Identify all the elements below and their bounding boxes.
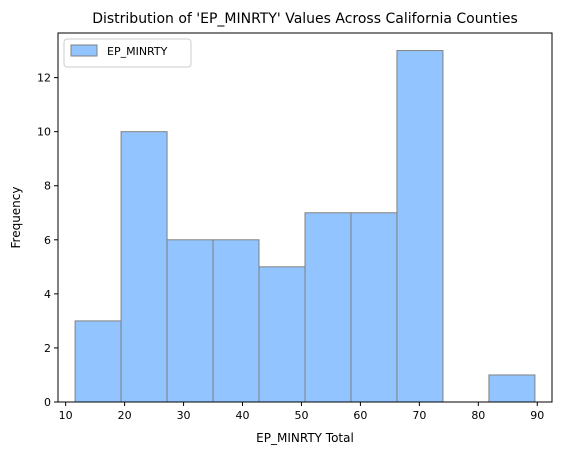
y-tick-label: 8	[44, 180, 51, 193]
y-tick-label: 0	[44, 396, 51, 409]
histogram-bar-6	[350, 212, 398, 403]
histogram-bar-9	[488, 374, 536, 403]
y-axis-label: Frequency	[9, 187, 23, 249]
x-axis-label: EP_MINRTY Total	[256, 431, 354, 445]
chart-title: Distribution of 'EP_MINRTY' Values Acros…	[92, 11, 518, 27]
histogram-bar-7	[396, 50, 444, 403]
legend-swatch	[70, 44, 98, 57]
x-tick-label: 70	[412, 409, 426, 422]
histogram-bar-1	[120, 131, 168, 403]
x-tick-label: 40	[236, 409, 250, 422]
y-tick-label: 12	[37, 72, 51, 85]
histogram-bar-2	[166, 239, 214, 403]
x-tick-label: 50	[294, 409, 308, 422]
x-tick-label: 80	[471, 409, 485, 422]
histogram-bar-5	[304, 212, 352, 403]
legend: EP_MINRTY	[63, 38, 192, 68]
y-tick-label: 6	[44, 234, 51, 247]
histogram-bar-4	[258, 266, 306, 403]
histogram-bar-0	[74, 320, 122, 403]
x-tick-label: 10	[59, 409, 73, 422]
y-axis-ticks: 0 2 4 6 8 10 12	[37, 72, 58, 409]
y-tick-label: 4	[44, 288, 51, 301]
plot-frame	[57, 32, 553, 403]
y-tick-label: 10	[37, 126, 51, 139]
legend-label: EP_MINRTY	[107, 45, 168, 58]
x-tick-label: 60	[353, 409, 367, 422]
x-tick-label: 90	[530, 409, 544, 422]
bars-layer	[74, 50, 536, 403]
x-axis-ticks: 10 20 30 40 50 60 70 80 90	[59, 402, 544, 422]
x-tick-label: 20	[118, 409, 132, 422]
y-tick-label: 2	[44, 342, 51, 355]
histogram-bar-3	[212, 239, 260, 403]
x-tick-label: 30	[177, 409, 191, 422]
